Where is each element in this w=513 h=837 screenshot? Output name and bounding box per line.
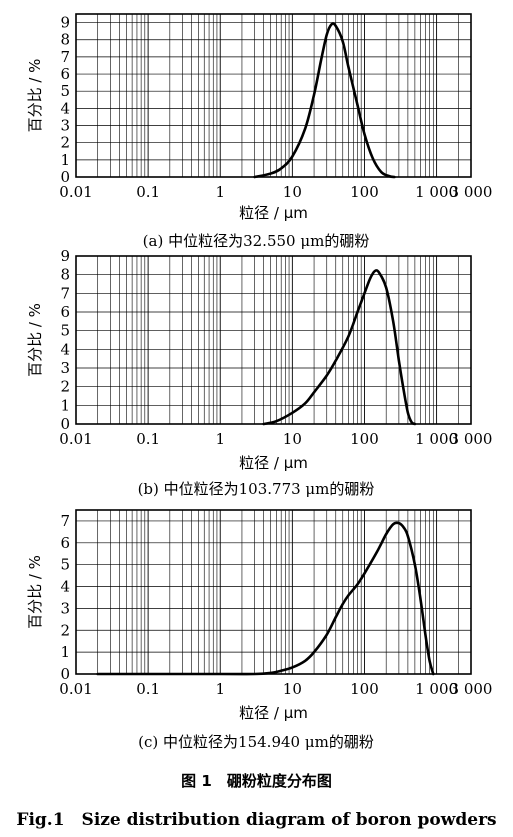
x-tick-label: 1 — [215, 430, 225, 448]
x-tick-label: 1 — [215, 183, 225, 201]
y-tick-label: 5 — [60, 556, 70, 574]
y-tick-label: 5 — [60, 322, 70, 340]
x-tick-label: 100 — [350, 183, 379, 201]
y-tick-label: 0 — [60, 415, 70, 433]
y-tick-label: 2 — [60, 621, 70, 639]
x-tick-label: 1 000 — [415, 183, 458, 201]
plot-frame — [75, 13, 472, 178]
y-tick-label: 3 — [60, 359, 70, 377]
x-axis-label: 粒径 / μm — [239, 454, 308, 472]
y-tick-label: 8 — [60, 266, 70, 284]
x-tick-label: 1 000 — [415, 430, 458, 448]
y-tick-label: 1 — [60, 396, 70, 414]
figure-caption-en: Fig.1 Size distribution diagram of boron… — [16, 810, 497, 830]
x-tick-label: 100 — [350, 430, 379, 448]
y-tick-label: 9 — [60, 247, 70, 265]
x-tick-label: 100 — [350, 680, 379, 698]
x-tick-label: 0.01 — [59, 183, 92, 201]
y-tick-label: 4 — [60, 340, 70, 358]
y-tick-label: 7 — [60, 284, 70, 302]
y-axis-label: 百分比 / % — [26, 555, 44, 629]
y-tick-label: 4 — [60, 99, 70, 117]
x-tick-label: 0.1 — [136, 183, 160, 201]
x-tick-label: 0.01 — [59, 430, 92, 448]
x-tick-label: 10 — [283, 430, 302, 448]
series-line — [262, 269, 417, 426]
y-tick-label: 8 — [60, 31, 70, 49]
x-tick-label: 3 000 — [450, 680, 493, 698]
x-tick-label: 0.1 — [136, 430, 160, 448]
y-tick-label: 7 — [60, 48, 70, 66]
y-tick-label: 1 — [60, 151, 70, 169]
x-tick-label: 3 000 — [450, 183, 493, 201]
series-line — [253, 22, 396, 179]
y-tick-label: 2 — [60, 134, 70, 152]
x-tick-label: 1 — [215, 680, 225, 698]
y-tick-label: 0 — [60, 665, 70, 683]
y-tick-label: 6 — [60, 303, 70, 321]
x-tick-label: 10 — [283, 183, 302, 201]
figure-caption-cn: 图 1 硼粉粒度分布图 — [181, 772, 332, 790]
panel-caption: (a) 中位粒径为32.550 μm的硼粉 — [143, 232, 370, 250]
plot-frame — [75, 509, 472, 675]
y-tick-label: 9 — [60, 14, 70, 32]
y-tick-label: 7 — [60, 512, 70, 530]
plot-frame — [75, 255, 472, 425]
panel-caption: (c) 中位粒径为154.940 μm的硼粉 — [138, 733, 374, 751]
y-tick-label: 1 — [60, 643, 70, 661]
y-tick-label: 5 — [60, 82, 70, 100]
panel-caption: (b) 中位粒径为103.773 μm的硼粉 — [138, 480, 375, 498]
y-axis-label: 百分比 / % — [26, 59, 44, 133]
x-tick-label: 10 — [283, 680, 302, 698]
y-tick-label: 2 — [60, 378, 70, 396]
y-tick-label: 0 — [60, 168, 70, 186]
series-line — [96, 521, 435, 676]
x-tick-label: 1 000 — [415, 680, 458, 698]
x-tick-label: 0.1 — [136, 680, 160, 698]
y-tick-label: 3 — [60, 117, 70, 135]
y-tick-label: 6 — [60, 65, 70, 83]
x-tick-label: 3 000 — [450, 430, 493, 448]
x-axis-label: 粒径 / μm — [239, 704, 308, 722]
y-tick-label: 4 — [60, 578, 70, 596]
y-axis-label: 百分比 / % — [26, 303, 44, 377]
y-tick-label: 3 — [60, 599, 70, 617]
y-tick-label: 6 — [60, 534, 70, 552]
x-axis-label: 粒径 / μm — [239, 204, 308, 222]
x-tick-label: 0.01 — [59, 680, 92, 698]
